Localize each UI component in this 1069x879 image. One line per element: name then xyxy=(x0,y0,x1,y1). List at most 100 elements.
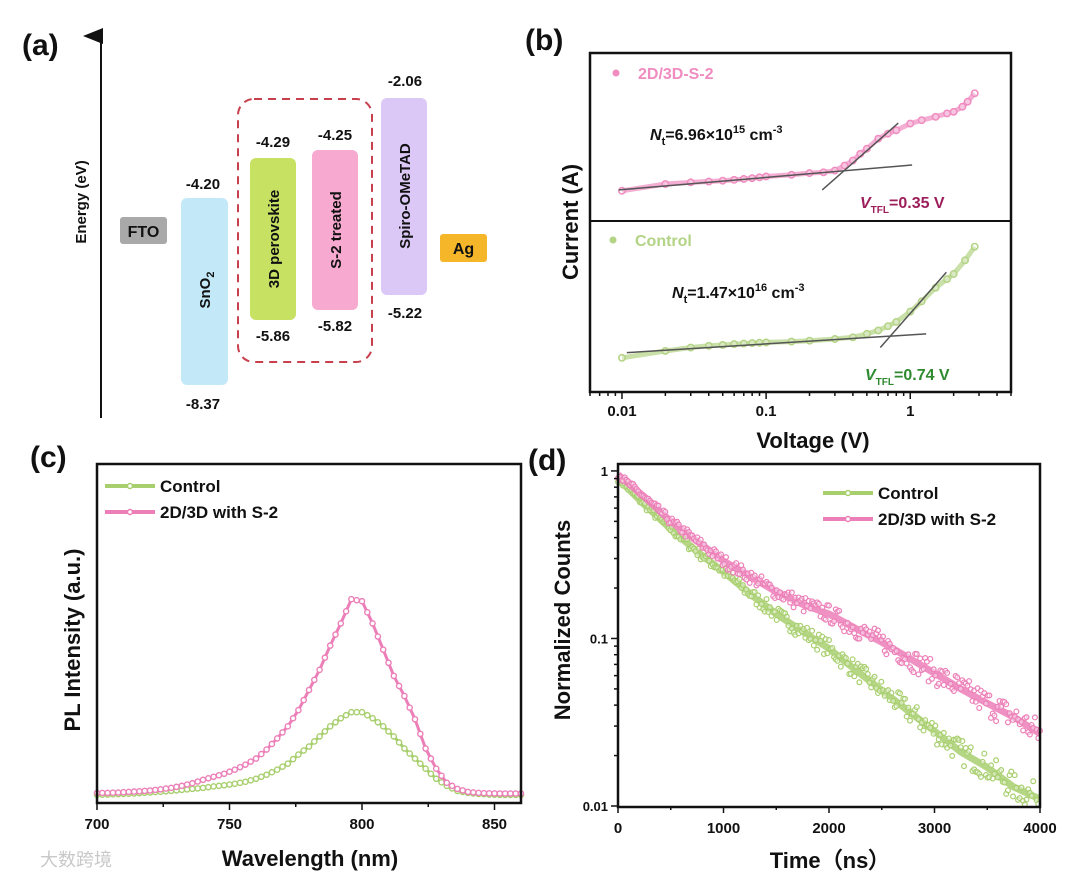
panel-c-pl: (c) 700 750 800 850 Wavelength (nm) PL Inte… xyxy=(30,441,525,871)
x-tick-label-c: 850 xyxy=(482,816,507,833)
s2-treated-top-level: -4.25 xyxy=(318,127,352,144)
data-point-control xyxy=(332,718,339,726)
data-point-control xyxy=(825,636,832,643)
data-point-2d3d-s2 xyxy=(932,672,939,679)
y-axis-title-d: Normalized Counts xyxy=(550,520,575,720)
data-point-control xyxy=(906,307,915,316)
data-point-2d3d-s2 xyxy=(1004,719,1011,726)
data-point-control xyxy=(1013,784,1020,791)
fit-line-control xyxy=(626,333,927,354)
data-point-2d3d-s2 xyxy=(905,651,912,658)
fit-line-2d3d-s2 xyxy=(821,122,899,191)
data-point-2d3d-s2 xyxy=(709,553,716,560)
data-point-2d3d-s2 xyxy=(800,608,807,615)
x-tick-label-d: 4000 xyxy=(1023,820,1056,837)
fit-line-2d3d-s2 xyxy=(618,164,913,191)
s2-treated-label: S-2 treated xyxy=(328,191,345,269)
data-point-control xyxy=(1030,778,1037,785)
data-point-control xyxy=(348,708,355,716)
nt-annotation-2d3d: Nt=6.96×1015 cm-3 xyxy=(650,124,782,148)
data-point-control xyxy=(736,576,743,583)
data-point-2d3d-s2 xyxy=(99,789,106,797)
data-point-2d3d-s2 xyxy=(917,655,924,662)
data-point-2d3d-s2 xyxy=(739,566,746,573)
data-point-2d3d-s2 xyxy=(790,604,797,611)
data-point-2d3d-s2 xyxy=(236,763,244,771)
x-tick-label-d: 3000 xyxy=(918,820,951,837)
data-point-2d3d-s2 xyxy=(768,584,775,591)
data-point-2d3d-s2 xyxy=(136,787,143,795)
data-point-control xyxy=(358,708,366,716)
data-point-2d3d-s2 xyxy=(279,729,286,736)
data-point-control xyxy=(868,684,875,691)
data-point-control xyxy=(932,722,939,729)
data-point-control xyxy=(998,767,1005,774)
data-point-2d3d-s2 xyxy=(1003,701,1010,708)
data-point-control xyxy=(706,557,713,564)
data-point-control xyxy=(326,723,334,730)
data-point-2d3d-s2 xyxy=(300,696,308,704)
data-point-control xyxy=(967,744,974,751)
data-point-2d3d-s2 xyxy=(268,740,276,748)
data-point-2d3d-s2 xyxy=(1020,727,1027,734)
data-point-control xyxy=(379,723,387,730)
data-point-control xyxy=(194,785,201,792)
x-tick-label-c: 700 xyxy=(84,816,109,833)
data-point-2d3d-s2 xyxy=(743,576,750,583)
data-point-control xyxy=(807,635,814,642)
data-point-control xyxy=(1004,787,1011,794)
data-point-2d3d-s2 xyxy=(729,569,736,576)
data-point-2d3d-s2 xyxy=(252,755,260,762)
data-point-control xyxy=(242,778,249,786)
data-point-2d3d-s2 xyxy=(485,790,493,797)
x-tick-label-d: 2000 xyxy=(812,820,845,837)
nt-annotation-control: Nt=1.47×1016 cm-3 xyxy=(672,282,804,306)
data-point-control xyxy=(981,750,988,757)
data-point-2d3d-s2 xyxy=(758,573,765,580)
panel-label-b: (b) xyxy=(525,24,563,57)
data-point-2d3d-s2 xyxy=(263,746,270,753)
data-point-control xyxy=(883,322,892,331)
series-line-2d3d-s2 xyxy=(97,597,521,795)
data-point-control xyxy=(310,738,318,745)
y-axis-title-b: Current (A) xyxy=(558,164,583,280)
data-point-2d3d-s2 xyxy=(777,589,784,596)
x-tick-label-c: 750 xyxy=(217,816,242,833)
x-tick-label-b: 1 xyxy=(906,403,914,420)
sno2-bottom-level: -8.37 xyxy=(186,396,220,413)
data-point-2d3d-s2 xyxy=(395,682,403,690)
data-point-control xyxy=(686,343,695,352)
data-point-control xyxy=(766,604,773,611)
data-point-control xyxy=(959,738,966,745)
data-point-control xyxy=(915,716,922,723)
data-point-2d3d-s2 xyxy=(944,669,951,676)
data-point-2d3d-s2 xyxy=(257,750,265,758)
data-point-control xyxy=(337,714,345,722)
data-point-2d3d-s2 xyxy=(930,666,937,673)
data-point-2d3d-s2 xyxy=(788,589,795,596)
data-point-2d3d-s2 xyxy=(348,595,355,603)
data-point-2d3d-s2 xyxy=(1028,721,1035,728)
y-tick-label-d: 0.01 xyxy=(583,799,608,814)
highlight-dashed-box xyxy=(237,98,373,363)
s2-treated-band xyxy=(312,150,358,310)
data-point-control xyxy=(943,275,951,284)
data-point-2d3d-s2 xyxy=(675,521,682,528)
data-point-control xyxy=(834,657,841,664)
data-point-control xyxy=(395,739,403,746)
data-point-2d3d-s2 xyxy=(151,786,159,794)
data-point-control xyxy=(1011,772,1018,779)
data-point-2d3d-s2 xyxy=(856,635,863,642)
data-point-2d3d-s2 xyxy=(475,789,482,797)
data-point-2d3d-s2 xyxy=(247,758,254,765)
data-point-2d3d-s2 xyxy=(104,789,111,797)
legend-marker-2d3d-s2 xyxy=(612,69,620,77)
data-point-2d3d-s2 xyxy=(385,659,392,667)
data-point-control xyxy=(896,690,903,697)
data-point-control xyxy=(257,773,265,781)
x-axis-title-b: Voltage (V) xyxy=(756,428,869,453)
data-point-2d3d-s2 xyxy=(496,790,504,797)
data-point-2d3d-s2 xyxy=(438,772,445,780)
data-point-2d3d-s2 xyxy=(963,97,972,106)
